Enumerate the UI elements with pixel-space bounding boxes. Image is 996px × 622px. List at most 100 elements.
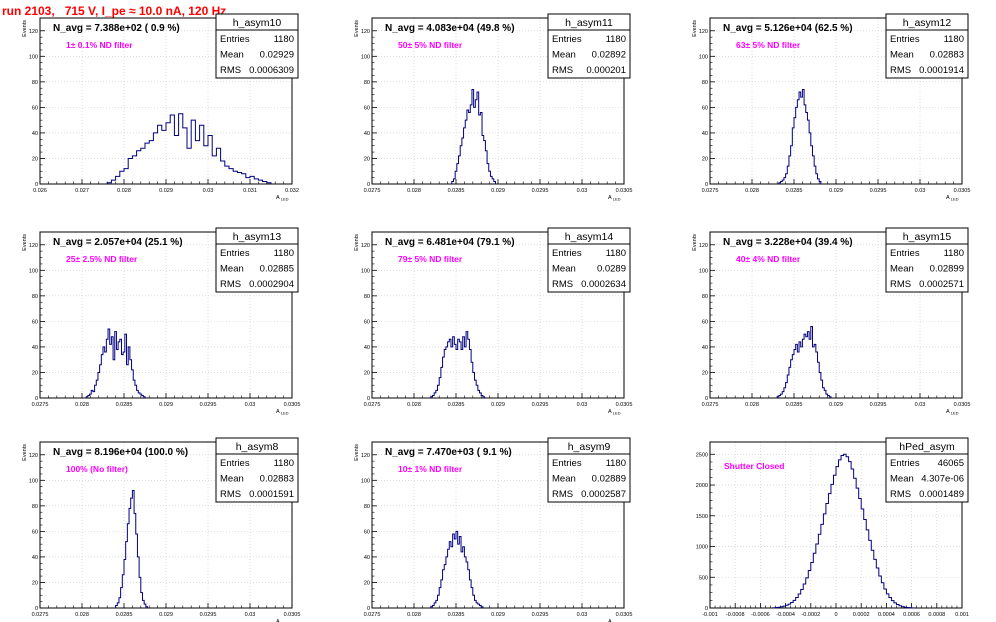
- stats-frame: [215, 227, 299, 293]
- x-tick-label: 0.0295: [532, 402, 549, 408]
- stats-key: Entries: [220, 248, 250, 259]
- stats-title: h_asym13: [233, 231, 282, 243]
- y-tick-label: 0: [35, 606, 38, 612]
- x-tick-label: 0.0275: [702, 188, 719, 194]
- y-axis-title: Events: [22, 20, 28, 37]
- y-tick-label: 0: [367, 182, 370, 188]
- filter-annotation: 63± 5% ND filter: [736, 40, 801, 50]
- stats-key: Mean: [890, 50, 914, 61]
- x-axis-title: A LED: [608, 619, 621, 622]
- stats-title: h_asym10: [233, 17, 282, 29]
- x-tick-label: 0.03: [577, 402, 588, 408]
- panel-h_asym8: 0.0275 0.028 0.0285 0.029 0.0295 0.03 0.0305 0 2…: [22, 437, 300, 622]
- stats-key: Entries: [890, 34, 920, 45]
- y-tick-label: 100: [361, 268, 370, 274]
- x-tick-label: 0.0275: [364, 402, 381, 408]
- stats-key: Entries: [890, 458, 920, 469]
- stats-value: 0.02899: [930, 264, 964, 275]
- x-axis-title: A LED: [608, 195, 621, 202]
- x-tick-label: 0.029: [829, 188, 843, 194]
- x-tick-label: 0.029: [491, 612, 505, 618]
- stats-key: Mean: [552, 50, 576, 61]
- panel-hPed_asym: -0.001 -0.0008 -0.0006 -0.0004 -0.0002 0 0.000…: [696, 437, 969, 618]
- x-tick-label: 0.028: [75, 612, 89, 618]
- y-tick-label: 80: [364, 504, 370, 510]
- y-tick-label: 60: [702, 319, 708, 325]
- stats-key: RMS: [552, 65, 573, 76]
- x-tick-label: -0.0002: [801, 612, 820, 618]
- stats-value: 1180: [944, 248, 964, 259]
- stats-key: RMS: [890, 65, 911, 76]
- x-tick-label: 0.0285: [786, 402, 803, 408]
- stats-box: h_asym8 Entries 1180 Mean 0.02883 RMS 0.000159…: [215, 437, 299, 503]
- y-tick-label: 40: [32, 345, 38, 351]
- stats-box: hPed_asym Entries 46065 Mean 4.307e-06 RMS 0.0…: [885, 437, 969, 503]
- stats-box: h_asym10 Entries 1180 Mean 0.02929 RMS 0.00063…: [215, 13, 299, 79]
- stats-value: 0.02883: [930, 50, 964, 61]
- stats-key: RMS: [890, 279, 911, 290]
- x-tick-label: -0.001: [702, 612, 718, 618]
- y-tick-label: 60: [32, 105, 38, 111]
- stats-key: RMS: [220, 279, 241, 290]
- x-tick-label: 0.03: [245, 612, 256, 618]
- y-tick-label: 100: [361, 54, 370, 60]
- y-axis-title: Events: [22, 444, 28, 461]
- stats-title: h_asym8: [236, 441, 279, 453]
- x-tick-label: 0.0295: [532, 188, 549, 194]
- histogram-line: [778, 89, 822, 184]
- stats-box: h_asym11 Entries 1180 Mean 0.02892 RMS 0.00020…: [547, 13, 631, 79]
- x-tick-label: 0.029: [159, 402, 173, 408]
- y-tick-label: 120: [29, 453, 38, 459]
- histogram-line: [430, 530, 484, 608]
- x-tick-label: 0.001: [955, 612, 969, 618]
- x-tick-label: 0.028: [75, 402, 89, 408]
- stats-frame: [547, 227, 631, 293]
- stats-value: 1180: [606, 458, 626, 469]
- navg-label: N_avg = 4.083e+04 (49.8 %): [385, 23, 515, 34]
- filter-annotation: 25± 2.5% ND filter: [66, 254, 138, 264]
- panel-h_asym12: 0.0275 0.028 0.0285 0.029 0.0295 0.03 0.0305 0 2…: [692, 13, 970, 202]
- stats-key: Mean: [220, 264, 244, 275]
- stats-key: Mean: [890, 264, 914, 275]
- x-tick-label: 0.028: [745, 402, 759, 408]
- y-tick-label: 20: [702, 370, 708, 376]
- y-tick-label: 80: [364, 80, 370, 86]
- stats-frame: [885, 437, 969, 503]
- y-tick-label: 80: [32, 80, 38, 86]
- navg-label: N_avg = 6.481e+04 (79.1 %): [385, 237, 515, 248]
- histogram-line: [451, 89, 496, 184]
- x-tick-label: 0.03: [915, 188, 926, 194]
- x-tick-label: 0.028: [407, 188, 421, 194]
- y-tick-label: 120: [361, 243, 370, 249]
- x-tick-label: 0.027: [75, 188, 89, 194]
- x-axis-title: A LED: [276, 619, 289, 622]
- stats-key: Mean: [552, 474, 576, 485]
- navg-label: N_avg = 7.470e+03 ( 9.1 %): [385, 447, 512, 458]
- x-tick-label: 0.0295: [870, 402, 887, 408]
- y-tick-label: 40: [702, 131, 708, 137]
- stats-box: h_asym14 Entries 1180 Mean 0.0289 RMS 0.000263…: [547, 227, 631, 293]
- stats-box: h_asym12 Entries 1180 Mean 0.02883 RMS 0.00019…: [885, 13, 969, 79]
- y-tick-label: 100: [361, 478, 370, 484]
- x-tick-label: 0.0006: [903, 612, 920, 618]
- x-tick-label: 0.028: [407, 612, 421, 618]
- histogram-line: [106, 113, 272, 184]
- y-tick-label: 40: [364, 131, 370, 137]
- panel-h_asym10: 0.026 0.027 0.028 0.029 0.03 0.031 0.032 0 20 40 6…: [22, 13, 299, 202]
- x-tick-label: 0.029: [159, 188, 173, 194]
- stats-value: 0.02892: [592, 50, 626, 61]
- x-tick-label: 0.0004: [878, 612, 895, 618]
- navg-label: N_avg = 7.388e+02 ( 0.9 %): [53, 23, 180, 34]
- stats-value: 1180: [274, 458, 294, 469]
- x-tick-label: 0.0275: [32, 612, 49, 618]
- histogram-line: [85, 328, 146, 398]
- x-tick-label: 0.0305: [616, 402, 633, 408]
- y-tick-label: 40: [364, 345, 370, 351]
- stats-value: 0.000201: [586, 65, 626, 76]
- stats-key: Mean: [890, 474, 914, 485]
- filter-annotation: 79± 5% ND filter: [398, 254, 463, 264]
- y-tick-label: 120: [361, 29, 370, 35]
- filter-annotation: 100% (No filter): [66, 464, 128, 474]
- y-tick-label: 0: [35, 182, 38, 188]
